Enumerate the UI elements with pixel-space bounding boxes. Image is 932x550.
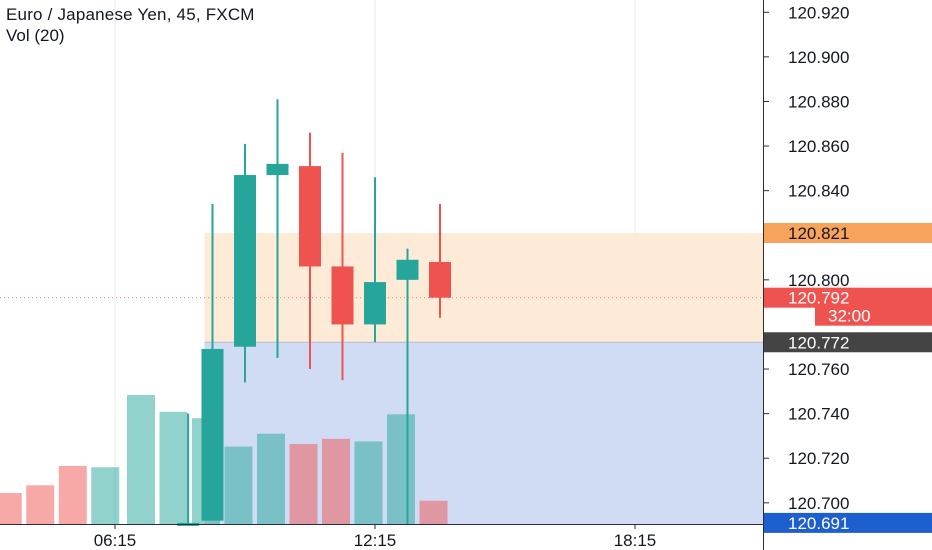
- price-axis[interactable]: [763, 0, 932, 550]
- volume-bar[interactable]: [257, 433, 285, 524]
- volume-indicator-label[interactable]: Vol (20): [6, 26, 65, 45]
- stop-price-label[interactable]: 120.691: [788, 514, 849, 533]
- volume-bar[interactable]: [26, 485, 55, 524]
- price-tick-label: 120.900: [788, 48, 849, 67]
- current-price-label[interactable]: 120.792: [788, 289, 849, 308]
- volume-bar[interactable]: [419, 500, 448, 524]
- candle-body[interactable]: [429, 262, 451, 298]
- volume-bar[interactable]: [0, 493, 22, 524]
- volume-bar[interactable]: [322, 438, 350, 524]
- symbol-title[interactable]: Euro / Japanese Yen, 45, FXCM: [6, 5, 255, 24]
- candle-body[interactable]: [201, 348, 224, 521]
- price-tick-label: 120.740: [788, 405, 849, 424]
- volume-bar[interactable]: [127, 395, 155, 524]
- candle-body[interactable]: [396, 259, 419, 280]
- time-tick-label: 12:15: [354, 531, 397, 550]
- price-tick-label: 120.800: [788, 271, 849, 290]
- price-tick-label: 120.700: [788, 494, 849, 513]
- target-price-label-bg[interactable]: [764, 223, 932, 244]
- volume-bar[interactable]: [354, 441, 383, 524]
- countdown-label[interactable]: 32:00: [828, 307, 871, 326]
- candle-body[interactable]: [364, 282, 386, 325]
- price-tick-label: 120.920: [788, 3, 849, 22]
- volume-bar[interactable]: [387, 414, 415, 524]
- time-tick-label: 06:15: [94, 531, 137, 550]
- price-tick-label: 120.760: [788, 360, 849, 379]
- price-tick-label: 120.720: [788, 449, 849, 468]
- volume-bar[interactable]: [224, 446, 253, 524]
- target-zone[interactable]: [204, 233, 764, 343]
- current-price-label-bg[interactable]: [764, 287, 932, 308]
- stop-zone[interactable]: [204, 342, 764, 524]
- candle-body[interactable]: [299, 166, 321, 267]
- candle-body[interactable]: [331, 266, 354, 325]
- stop-price-label-bg[interactable]: [764, 512, 932, 533]
- candle-body[interactable]: [234, 175, 256, 347]
- volume-bar[interactable]: [58, 465, 87, 524]
- time-tick-label: 18:15: [614, 531, 657, 550]
- volume-bar[interactable]: [91, 467, 120, 524]
- chart-legend: Euro / Japanese Yen, 45, FXCM Vol (20): [6, 4, 255, 46]
- price-tick-label: 120.880: [788, 92, 849, 111]
- volume-bar[interactable]: [289, 444, 318, 524]
- volume-bar[interactable]: [159, 411, 188, 524]
- entry-price-label-bg[interactable]: [764, 332, 932, 353]
- entry-price-label[interactable]: 120.772: [788, 333, 849, 352]
- countdown-label-bg[interactable]: [815, 305, 932, 326]
- price-tick-label: 120.860: [788, 137, 849, 156]
- price-tick-label: 120.840: [788, 182, 849, 201]
- target-price-label[interactable]: 120.821: [788, 224, 849, 243]
- candle-body[interactable]: [266, 163, 289, 176]
